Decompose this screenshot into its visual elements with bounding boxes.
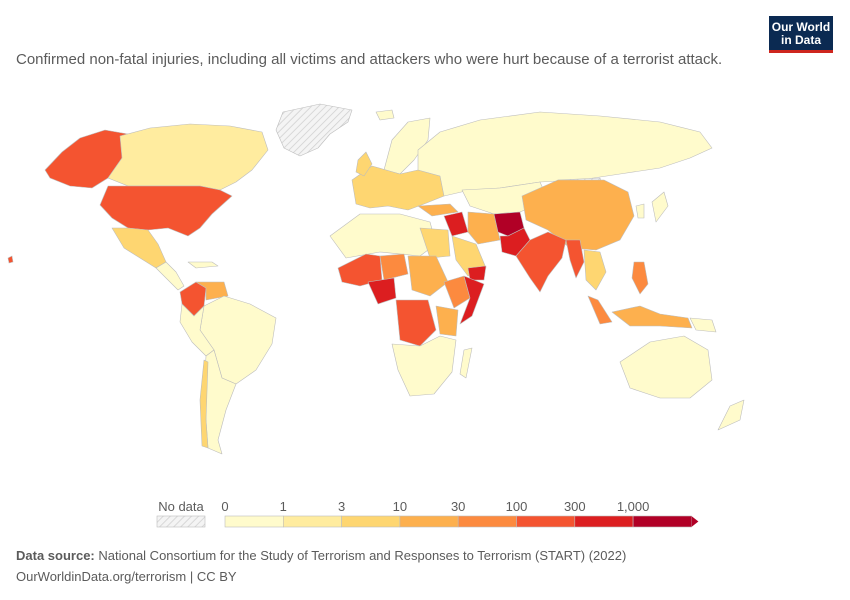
logo-line-1: Our World [771,20,831,34]
data-source: Data source: National Consortium for the… [16,548,626,563]
legend-swatch-2[interactable] [341,515,401,528]
country-kenya[interactable] [435,305,459,337]
country-china[interactable] [521,179,635,251]
country-dr-congo[interactable] [395,299,437,347]
legend-tick-label-0: 0 [221,499,228,514]
country-niger[interactable] [379,253,409,281]
legend-swatch-0[interactable] [224,515,284,528]
footer-link[interactable]: OurWorldinData.org/terrorism | CC BY [16,569,237,584]
country-central-america[interactable] [155,261,185,291]
country-madagascar[interactable] [459,347,473,379]
legend-swatch-5[interactable] [516,515,576,528]
legend-no-data-swatch[interactable] [156,515,206,528]
legend-swatch-4[interactable] [457,515,517,528]
country-iceland[interactable] [375,109,395,121]
legend-swatch-3[interactable] [399,515,459,528]
country-hawaii[interactable] [7,255,14,264]
country-venezuela[interactable] [195,281,229,301]
country-mexico[interactable] [111,227,167,269]
legend-swatch-1[interactable] [282,515,342,528]
country-korea[interactable] [635,203,645,219]
owid-logo[interactable]: Our World in Data [769,16,833,53]
legend-tick-label-6: 300 [564,499,586,514]
country-united-states[interactable] [99,185,233,237]
country-malaysia[interactable] [587,295,613,325]
legend-tick-label-4: 30 [451,499,465,514]
logo-line-2: in Data [780,33,821,47]
country-russia[interactable] [417,111,713,197]
country-canada[interactable] [107,123,269,191]
country-philippines[interactable] [631,261,649,295]
country-turkey[interactable] [417,203,459,217]
world-map [7,103,745,455]
legend-arrow-cap [691,516,699,527]
country-greenland[interactable] [275,103,353,157]
chart-subtitle: Confirmed non-fatal injuries, including … [16,51,723,68]
map-legend: No data 0 1 3 10 30 100 300 1,000 [156,499,699,528]
region-europe[interactable] [351,165,445,211]
legend-tick-label-7: 1,000 [617,499,650,514]
source-text: National Consortium for the Study of Ter… [98,548,627,563]
country-somalia[interactable] [459,275,485,325]
country-australia[interactable] [619,335,713,399]
country-chile[interactable] [199,359,209,449]
legend-tick-label-2: 3 [338,499,345,514]
country-papua-new-guinea[interactable] [689,317,717,333]
country-sudan[interactable] [407,255,449,297]
legend-tick-label-5: 100 [506,499,528,514]
country-united-kingdom[interactable] [355,151,373,177]
country-nigeria[interactable] [367,277,397,305]
country-scandinavia[interactable] [383,117,431,175]
country-myanmar[interactable] [565,239,585,279]
country-japan[interactable] [651,191,669,223]
country-indonesia[interactable] [611,305,693,329]
country-iran[interactable] [467,211,501,245]
country-caribbean[interactable] [187,261,219,269]
legend-bins: 0 1 3 10 30 100 300 1,000 [221,499,699,528]
legend-tick-label-1: 1 [280,499,287,514]
region-southern-africa[interactable] [391,335,457,397]
region-southeast-asia[interactable] [583,249,607,291]
country-yemen[interactable] [467,265,487,281]
legend-swatch-6[interactable] [574,515,634,528]
region-north-africa[interactable] [329,213,437,259]
legend-tick-label-3: 10 [393,499,407,514]
source-label: Data source: [16,548,95,563]
country-india[interactable] [515,231,567,293]
legend-no-data-label: No data [158,499,204,514]
legend-swatch-7[interactable] [632,515,692,528]
country-egypt[interactable] [419,227,451,259]
country-new-zealand[interactable] [717,399,745,431]
